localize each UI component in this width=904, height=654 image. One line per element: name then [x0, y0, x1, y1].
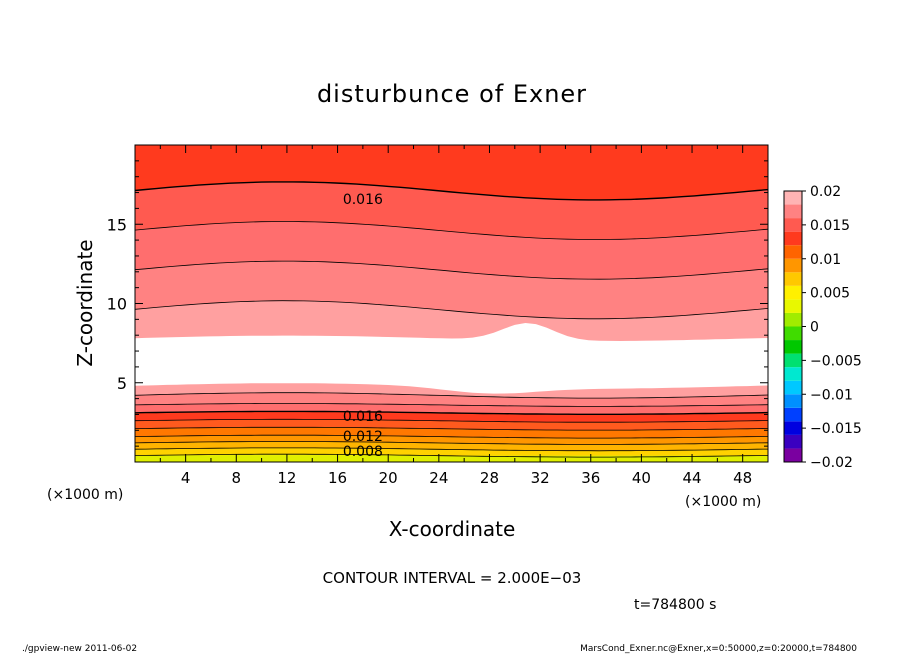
x-tick-label: 8	[232, 469, 242, 487]
colorbar-swatch	[784, 272, 802, 286]
colorbar-tick-label: −0.01	[810, 387, 853, 403]
x-tick-label: 16	[328, 469, 347, 487]
contour-line	[134, 418, 769, 423]
x-tick-label: 20	[379, 469, 398, 487]
x-axis-ticks: 4 8 12 16 20 24 28 32 36 40 44 48	[159, 145, 752, 487]
y-tick-label: 10	[107, 295, 127, 314]
contour-line	[134, 181, 769, 201]
colorbar-swatch	[784, 204, 802, 219]
colorbar-tick-label: 0	[810, 320, 819, 336]
colorbar-swatch	[784, 285, 802, 300]
colorbar-swatch	[784, 340, 802, 354]
contour-label: 0.012	[343, 429, 383, 445]
colorbar-tick-label: −0.005	[810, 353, 862, 369]
time-label: t=784800 s	[634, 597, 716, 613]
x-tick-label: 12	[277, 469, 296, 487]
x-tick-label: 44	[682, 469, 701, 487]
colorbar-tick-label: −0.02	[810, 455, 853, 471]
chart-title: disturbunce of Exner	[317, 80, 587, 108]
contour-line	[134, 260, 769, 280]
contour-line	[134, 447, 769, 452]
y-tick-label: 5	[117, 374, 127, 393]
colorbar-tick-labels: 0.02 0.015 0.01 0.005 0 −0.005 −0.01 −0.015 −0.0…	[802, 184, 862, 471]
colorbar-swatch	[784, 231, 802, 246]
contour-line	[134, 441, 769, 445]
colorbar-tick-label: 0.005	[810, 286, 850, 302]
x-unit-label-right: (×1000 m)	[685, 494, 761, 510]
contour-band	[135, 455, 768, 462]
contour-line	[134, 403, 769, 407]
colorbar-swatch	[784, 434, 802, 449]
footer-left: ./gpview-new 2011-06-02	[22, 644, 137, 654]
y-axis-label: Z-coordinate	[73, 239, 97, 366]
x-tick-label: 4	[181, 469, 191, 487]
contour-line	[134, 426, 769, 431]
x-tick-label: 24	[429, 469, 448, 487]
x-axis-label: X-coordinate	[389, 517, 516, 541]
x-tick-label: 40	[632, 469, 651, 487]
colorbar-swatch	[784, 380, 802, 395]
contour-line	[134, 392, 769, 399]
colorbar-tick-label: 0.01	[810, 252, 841, 268]
colorbar-swatch	[784, 407, 802, 422]
colorbar-tick-label: 0.015	[810, 218, 850, 234]
contour-field	[135, 145, 768, 462]
colorbar-swatch	[784, 312, 802, 327]
contour-lines	[134, 181, 769, 458]
colorbar-swatch	[784, 448, 802, 462]
contour-line	[134, 221, 769, 240]
colorbar-swatch	[784, 258, 802, 273]
x-tick-label: 32	[531, 469, 550, 487]
contour-line	[134, 410, 769, 415]
colorbar-swatch	[784, 326, 802, 341]
colorbar-swatch	[784, 218, 802, 232]
footer-right: MarsCond_Exner.nc@Exner,x=0:50000,z=0:20…	[580, 644, 857, 654]
colorbar-swatch	[784, 421, 802, 435]
colorbar	[783, 190, 803, 463]
x-tick-label: 36	[581, 469, 600, 487]
colorbar-swatch	[784, 394, 802, 408]
colorbar-swatch	[784, 299, 802, 313]
contour-label: 0.016	[343, 409, 383, 425]
x-unit-label-left: (×1000 m)	[47, 487, 123, 503]
x-tick-label: 48	[733, 469, 752, 487]
x-tick-label: 28	[480, 469, 499, 487]
y-tick-label: 15	[107, 215, 127, 234]
contour-line	[134, 453, 769, 458]
colorbar-tick-label: −0.015	[810, 421, 862, 437]
contour-label: 0.016	[343, 192, 383, 208]
contour-line	[134, 300, 769, 320]
colorbar-swatch	[784, 245, 802, 259]
contour-line	[134, 434, 769, 439]
colorbar-tick-label: 0.02	[810, 184, 841, 200]
colorbar-swatch	[784, 353, 802, 368]
y-axis-ticks: 5 10 15	[107, 160, 768, 447]
colorbar-swatch	[784, 191, 802, 205]
colorbar-swatch	[784, 367, 802, 381]
contour-label: 0.008	[343, 444, 383, 460]
contour-interval-label: CONTOUR INTERVAL = 2.000E−03	[323, 569, 582, 587]
